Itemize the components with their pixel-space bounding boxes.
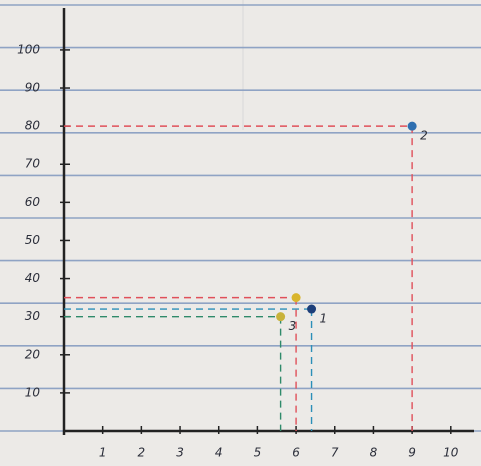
y-tick-label: 100: [17, 42, 40, 56]
data-point: [307, 305, 316, 314]
y-tick-label: 70: [25, 157, 41, 171]
y-tick-label: 10: [25, 385, 41, 399]
y-tick-label: 50: [25, 233, 41, 247]
x-tick-label: 10: [443, 446, 459, 460]
data-point: [276, 312, 285, 321]
point-label: 3: [289, 319, 297, 333]
x-tick-label: 7: [331, 446, 339, 460]
data-point: [408, 122, 417, 131]
y-tick-label: 60: [25, 195, 41, 209]
point-label: 1: [320, 312, 328, 326]
point-label: 2: [420, 129, 428, 143]
y-tick-label: 30: [25, 309, 41, 323]
x-tick-label: 1: [99, 446, 107, 460]
page: {"chart_data": {"type": "scatter", "x": …: [0, 0, 481, 466]
y-tick-label: 90: [25, 81, 41, 95]
x-tick-label: 5: [254, 446, 262, 460]
data-point: [292, 293, 301, 302]
x-tick-label: 8: [370, 446, 378, 460]
x-tick-label: 3: [176, 446, 184, 460]
x-tick-label: 9: [408, 446, 416, 460]
y-tick-label: 40: [25, 271, 41, 285]
chart: 10 20 30 40 50 60 70 80 90 100 1 2 3 4 5 6 7 8 9 10 1 2 3: [0, 0, 481, 466]
y-tick-label: 20: [25, 347, 41, 361]
x-tick-label: 4: [215, 446, 223, 460]
paper: [0, 0, 481, 466]
y-tick-label: 80: [25, 119, 41, 133]
x-tick-label: 6: [292, 446, 300, 460]
x-tick-label: 2: [138, 446, 146, 460]
